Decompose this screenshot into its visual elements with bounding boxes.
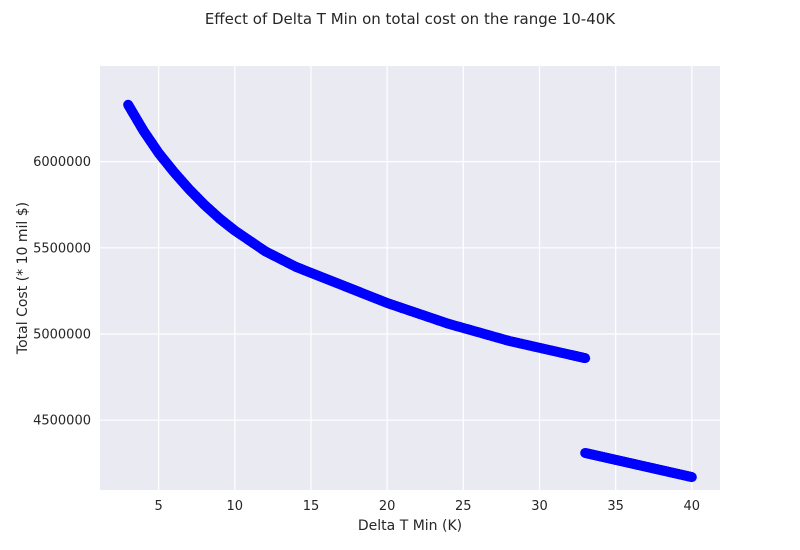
y-tick-label: 5500000 — [33, 241, 91, 256]
x-tick-label: 35 — [607, 499, 624, 514]
x-axis-label: Delta T Min (K) — [358, 518, 462, 534]
x-tick-label: 30 — [531, 499, 548, 514]
x-tick-label: 20 — [379, 499, 396, 514]
grid — [100, 66, 720, 490]
plot-background — [100, 66, 720, 490]
x-tick-labels: 5 10 15 20 25 30 35 40 — [155, 499, 701, 514]
x-tick-label: 25 — [455, 499, 472, 514]
x-tick-label: 15 — [303, 499, 320, 514]
y-tick-label: 4500000 — [33, 414, 91, 429]
x-tick-label: 10 — [227, 499, 244, 514]
data-point — [580, 353, 591, 364]
y-tick-label: 5000000 — [33, 328, 91, 343]
y-tick-labels: 4500000 5000000 5500000 6000000 — [33, 155, 91, 429]
x-tick-label: 40 — [684, 499, 701, 514]
x-tick-label: 5 — [155, 499, 163, 514]
data-points — [123, 99, 697, 483]
chart-title: Effect of Delta T Min on total cost on t… — [205, 10, 616, 28]
y-axis-label: Total Cost (* 10 mil $) — [15, 202, 31, 355]
y-tick-label: 6000000 — [33, 155, 91, 170]
data-point — [686, 472, 697, 483]
